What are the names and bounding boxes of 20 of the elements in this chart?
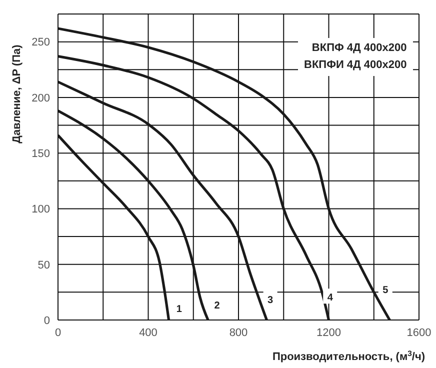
annotation: ВКПФИ 4Д 400x200 xyxy=(304,58,407,73)
y-tick-label: 150 xyxy=(32,148,50,160)
annotation: 3 xyxy=(268,294,274,306)
y-axis-title: Давление, ΔP (Па) xyxy=(11,44,23,144)
x-tick-label: 1200 xyxy=(316,326,341,339)
y-tick-label: 50 xyxy=(38,259,50,272)
y-tick-label: 0 xyxy=(44,314,50,327)
x-tick-label: 0 xyxy=(54,326,62,339)
y-tick-label: 250 xyxy=(32,36,50,49)
x-tick-label: 1600 xyxy=(406,326,432,339)
annotation: 4 xyxy=(327,292,334,304)
annotation: 2 xyxy=(214,300,220,312)
x-tick-label: 400 xyxy=(139,326,158,339)
x-tick-label: 800 xyxy=(229,326,248,339)
y-tick-label: 200 xyxy=(32,92,50,104)
annotation: 5 xyxy=(382,284,389,296)
x-axis-title: Производительность, (м$^{3}$/ч) xyxy=(272,348,426,363)
annotation: 1 xyxy=(176,304,182,315)
y-tick-label: 100 xyxy=(32,204,50,216)
annotation: ВКПФ 4Д 400x200 xyxy=(310,41,407,56)
